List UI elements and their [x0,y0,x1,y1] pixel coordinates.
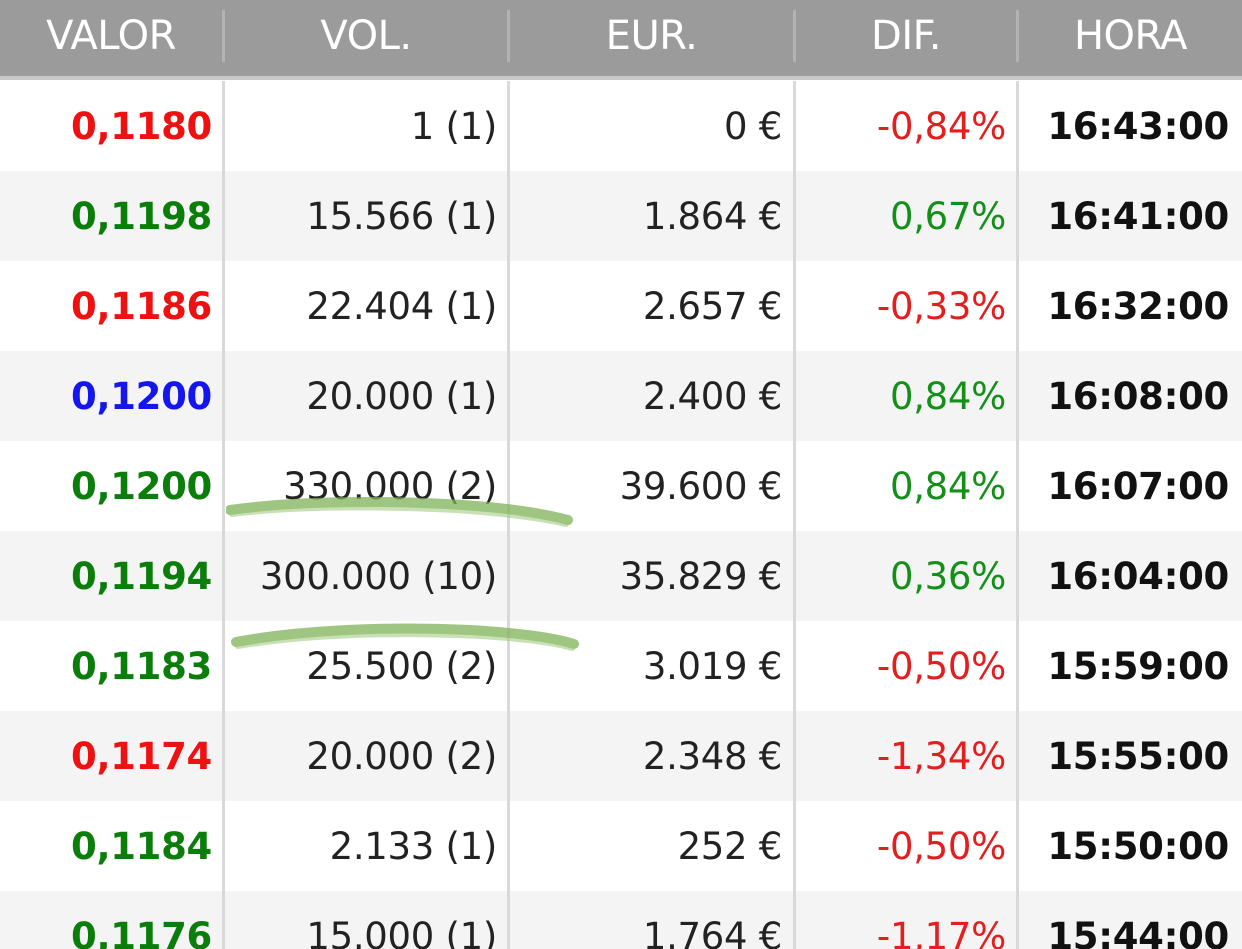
table-row[interactable]: 0,1200 20.000 (1) 2.400 € 0,84% 16:08:00 [0,351,1242,441]
valor-cell: 0,1186 [71,285,212,328]
table-row[interactable]: 0,1184 2.133 (1) 252 € -0,50% 15:50:00 [0,801,1242,891]
valor-cell: 0,1180 [71,105,212,148]
eur-cell: 1.864 € [642,195,782,238]
table-row[interactable]: 0,1180 1 (1) 0 € -0,84% 16:43:00 [0,81,1242,171]
column-divider [222,81,225,949]
eur-cell: 2.400 € [642,375,782,418]
table-row[interactable]: 0,1174 20.000 (2) 2.348 € -1,34% 15:55:00 [0,711,1242,801]
volume-cell: 300.000 (10) [259,555,497,598]
time-cell: 16:32:00 [1047,285,1229,328]
eur-cell: 2.348 € [642,735,782,778]
header-divider [222,10,225,62]
dif-cell: 0,67% [889,195,1006,238]
valor-cell: 0,1198 [71,195,212,238]
valor-cell: 0,1200 [71,375,212,418]
dif-cell: -0,84% [876,105,1006,148]
time-cell: 16:07:00 [1047,465,1229,508]
dif-cell: -1,17% [876,915,1006,949]
table-row[interactable]: 0,1183 25.500 (2) 3.019 € -0,50% 15:59:00 [0,621,1242,711]
eur-cell: 0 € [724,105,782,148]
volume-cell: 22.404 (1) [306,285,497,328]
time-cell: 16:43:00 [1047,105,1229,148]
volume-cell: 20.000 (2) [306,735,497,778]
valor-cell: 0,1174 [71,735,212,778]
table-row[interactable]: 0,1186 22.404 (1) 2.657 € -0,33% 16:32:00 [0,261,1242,351]
time-cell: 16:04:00 [1047,555,1229,598]
volume-cell: 1 (1) [410,105,498,148]
time-cell: 16:41:00 [1047,195,1229,238]
time-cell: 15:50:00 [1047,825,1229,868]
volume-cell: 15.000 (1) [306,915,497,949]
header-divider [507,10,510,62]
header-eur[interactable]: EUR. [605,13,698,59]
table-body: 0,1180 1 (1) 0 € -0,84% 16:43:00 0,1198 15.566… [0,81,1242,949]
column-divider [507,81,510,949]
dif-cell: 0,84% [889,375,1006,418]
volume-cell: 20.000 (1) [306,375,497,418]
table-row[interactable]: 0,1176 15.000 (1) 1.764 € -1,17% 15:44:00 [0,891,1242,949]
eur-cell: 3.019 € [642,645,782,688]
eur-cell: 35.829 € [619,555,783,598]
valor-cell: 0,1194 [71,555,212,598]
header-divider [793,10,796,62]
header-vol[interactable]: VOL. [320,13,412,59]
valor-cell: 0,1200 [71,465,212,508]
eur-cell: 39.600 € [619,465,783,508]
dif-cell: -0,33% [876,285,1006,328]
header-dif[interactable]: DIF. [871,13,941,59]
valor-cell: 0,1176 [71,915,212,949]
table-header: VALOR VOL. EUR. DIF. HORA [0,0,1242,80]
time-cell: 15:55:00 [1047,735,1229,778]
header-divider [1016,10,1019,62]
dif-cell: 0,36% [889,555,1006,598]
time-cell: 15:59:00 [1047,645,1229,688]
table-row[interactable]: 0,1198 15.566 (1) 1.864 € 0,67% 16:41:00 [0,171,1242,261]
dif-cell: -0,50% [876,825,1006,868]
volume-cell: 330.000 (2) [283,465,497,508]
table-row[interactable]: 0,1200 330.000 (2) 39.600 € 0,84% 16:07:00 [0,441,1242,531]
eur-cell: 1.764 € [642,915,782,949]
volume-cell: 25.500 (2) [306,645,497,688]
header-hora[interactable]: HORA [1073,13,1188,59]
table-row[interactable]: 0,1194 300.000 (10) 35.829 € 0,36% 16:04:00 [0,531,1242,621]
valor-cell: 0,1184 [71,825,212,868]
valor-cell: 0,1183 [71,645,212,688]
volume-cell: 15.566 (1) [306,195,497,238]
dif-cell: -0,50% [876,645,1006,688]
eur-cell: 2.657 € [642,285,782,328]
dif-cell: 0,84% [889,465,1006,508]
eur-cell: 252 € [677,825,783,868]
time-cell: 16:08:00 [1047,375,1229,418]
volume-cell: 2.133 (1) [329,825,498,868]
column-divider [793,81,796,949]
dif-cell: -1,34% [876,735,1006,778]
time-cell: 15:44:00 [1047,915,1229,949]
column-divider [1016,81,1019,949]
header-valor[interactable]: VALOR [46,13,176,59]
